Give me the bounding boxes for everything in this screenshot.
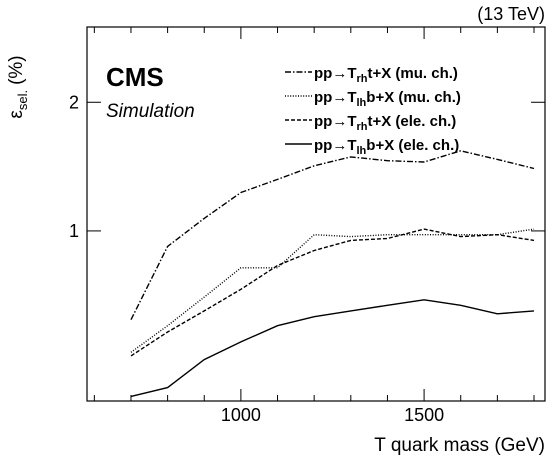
legend-post: b+X (ele. ch.) [366,137,459,154]
legend-pre: pp→T [314,89,357,106]
y-tick-label: 1 [69,221,79,241]
energy-label: (13 TeV) [477,4,545,24]
y-tick-label: 2 [69,92,79,112]
legend-pre: pp→T [314,113,357,130]
y-axis-label: εsel. (%) [6,55,30,118]
x-tick-label: 1000 [221,405,261,425]
legend-pre: pp→T [314,137,357,154]
series-line-4 [130,299,535,398]
simulation-label: Simulation [106,101,195,122]
legend-label-4: pp→Tlhb+X (ele. ch.) [314,137,459,157]
plot-frame [86,26,546,402]
legend-post: b+X (mu. ch.) [366,89,461,106]
series-line-1 [130,150,535,321]
y-label-main: ε [6,110,27,119]
legend-post: t+X (ele. ch.) [368,113,457,130]
y-label-unit: (%) [6,55,27,85]
legend-label-2: pp→Tlhb+X (mu. ch.) [314,89,461,109]
legend-pre: pp→T [314,65,357,82]
legend-sub: rh [357,73,368,85]
legend-label-3: pp→Trht+X (ele. ch.) [314,113,456,133]
svg-text:εsel.(%): εsel. (%) [6,55,30,118]
series-line-2 [130,228,535,353]
legend-sub: lh [357,97,367,109]
legend-label-1: pp→Trht+X (mu. ch.) [314,65,458,85]
x-tick-label: 1500 [404,405,444,425]
axis-ticks: 1000 1500 1 2 [69,27,545,425]
legend-post: t+X (mu. ch.) [368,65,458,82]
y-label-sub: sel. [15,90,30,110]
series-layer [130,150,535,398]
legend: pp→Trht+X (mu. ch.)pp→Tlhb+X (mu. ch.)pp… [285,65,461,157]
series-line-3 [130,228,535,357]
x-axis-label: T quark mass (GeV) [374,435,545,456]
legend-sub: lh [357,145,367,157]
legend-sub: rh [357,121,368,133]
cms-label: CMS [106,62,164,92]
